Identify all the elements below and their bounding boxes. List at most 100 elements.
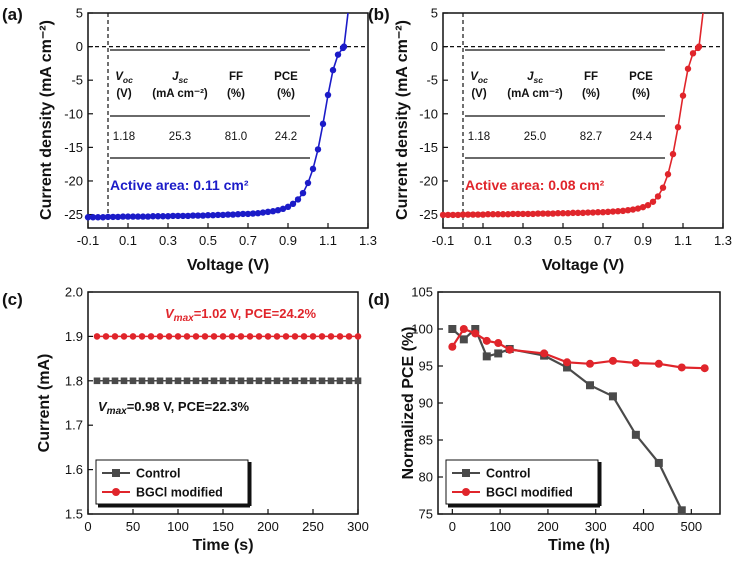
table-value: 81.0: [225, 131, 247, 143]
data-point: [534, 210, 542, 217]
data-point: [614, 208, 622, 215]
data-point: [249, 210, 257, 217]
data-point: [138, 333, 146, 340]
vmax-text-bgcl: =1.02 V, PCE=24.2%: [194, 306, 317, 321]
panel-c: (c) 2.0 1.9 1.8 1.7 1.6 1.5 0 50 100 150 200 250 30…: [2, 285, 369, 555]
data-point: [102, 377, 110, 385]
data-point: [149, 213, 157, 220]
data-point: [114, 213, 122, 221]
data-point: [120, 377, 128, 385]
data-point: [289, 200, 297, 208]
data-point: [209, 212, 217, 219]
x-tick-label: 0.9: [279, 233, 297, 248]
data-point: [279, 205, 287, 213]
data-point: [314, 146, 322, 153]
data-point: [291, 333, 299, 340]
data-point: [649, 198, 657, 205]
data-point: [255, 333, 263, 340]
y-tick-label: -5: [426, 73, 438, 88]
data-point: [644, 201, 652, 209]
data-point: [254, 210, 262, 217]
data-point: [120, 333, 128, 340]
data-point: [111, 377, 119, 385]
data-point: [539, 210, 547, 217]
y-tick-label: 1.5: [65, 507, 83, 522]
y-axis-label-c: Current (mA): [36, 354, 53, 453]
data-point: [282, 333, 290, 340]
y-tick-label: -10: [64, 106, 83, 121]
data-point: [124, 213, 132, 220]
table-value: 1.18: [113, 131, 135, 143]
x-axis-label-c: Time (s): [192, 537, 253, 554]
data-point: [589, 209, 597, 216]
data-point: [608, 356, 617, 365]
data-point: [269, 208, 277, 215]
y-axis-label-d: Normalized PCE (%): [400, 327, 417, 480]
data-point: [129, 333, 137, 340]
data-point: [563, 363, 572, 372]
x-tick-label: 0.1: [474, 233, 492, 248]
data-point: [246, 333, 254, 340]
table-unit: (V): [116, 88, 132, 100]
data-point: [544, 210, 552, 217]
data-point: [569, 209, 577, 217]
y-ticks-a: 5 0 -5 -10 -15 -20 -25: [64, 6, 93, 222]
table-header: PCE: [274, 71, 298, 83]
data-point: [679, 92, 687, 99]
table-unit: (%): [582, 88, 600, 100]
x-tick-label: 100: [167, 519, 189, 534]
series-a: [84, 12, 349, 221]
data-point: [192, 377, 200, 385]
legend-marker: [112, 469, 120, 477]
data-point: [246, 377, 254, 385]
table-header-subscript: sc: [178, 75, 188, 85]
data-point: [210, 333, 218, 340]
data-point: [324, 91, 332, 99]
data-point: [291, 377, 299, 385]
data-point: [239, 210, 247, 218]
data-point: [224, 211, 232, 218]
data-point: [604, 208, 612, 216]
data-point: [134, 213, 142, 220]
data-point: [201, 377, 209, 385]
panel-a: (a) 5 0 -5 -10 -15 -20 -25 -0.1 0.1 0.3 0.5 0.7 0.9…: [2, 5, 377, 274]
x-tick-label: 0.7: [594, 233, 612, 248]
data-point: [564, 210, 572, 217]
data-point: [274, 206, 282, 214]
y-tick-label: -25: [64, 207, 83, 222]
y-tick-label: 5: [76, 6, 83, 21]
vmax-text-control: =0.98 V, PCE=22.3%: [127, 399, 250, 414]
data-point: [109, 213, 117, 221]
data-point: [459, 211, 467, 218]
y-tick-label: -15: [419, 140, 438, 155]
x-tick-label: 300: [585, 519, 607, 534]
data-point: [194, 212, 202, 219]
x-tick-label: 0.3: [159, 233, 177, 248]
data-point: [509, 210, 517, 218]
table-header: Jsc: [172, 71, 188, 85]
x-tick-label: 300: [347, 519, 369, 534]
y-tick-label: 100: [411, 322, 433, 337]
data-point: [219, 377, 227, 385]
table-header-symbol: J: [172, 71, 179, 83]
data-point: [300, 333, 308, 340]
data-point: [689, 50, 697, 57]
legend-marker: [462, 469, 470, 477]
table-unit: (%): [277, 88, 295, 100]
data-point: [695, 43, 703, 50]
data-point: [273, 377, 281, 385]
table-unit: (mA cm⁻²): [152, 88, 208, 100]
x-tick-label: 1.1: [674, 233, 692, 248]
data-point: [514, 210, 522, 218]
data-point: [684, 65, 692, 72]
data-point: [129, 377, 137, 385]
panel-b: (b) 5 0 -5 -10 -15 -20 -25 -0.1 0.1 0.3 0.5 0.7 0.9…: [368, 5, 732, 274]
data-point: [482, 336, 491, 345]
data-point: [309, 377, 317, 385]
data-point: [677, 363, 686, 372]
data-point: [354, 333, 362, 340]
panel-letter-c: (c): [2, 290, 23, 309]
data-point: [579, 209, 587, 217]
data-point: [228, 377, 236, 385]
